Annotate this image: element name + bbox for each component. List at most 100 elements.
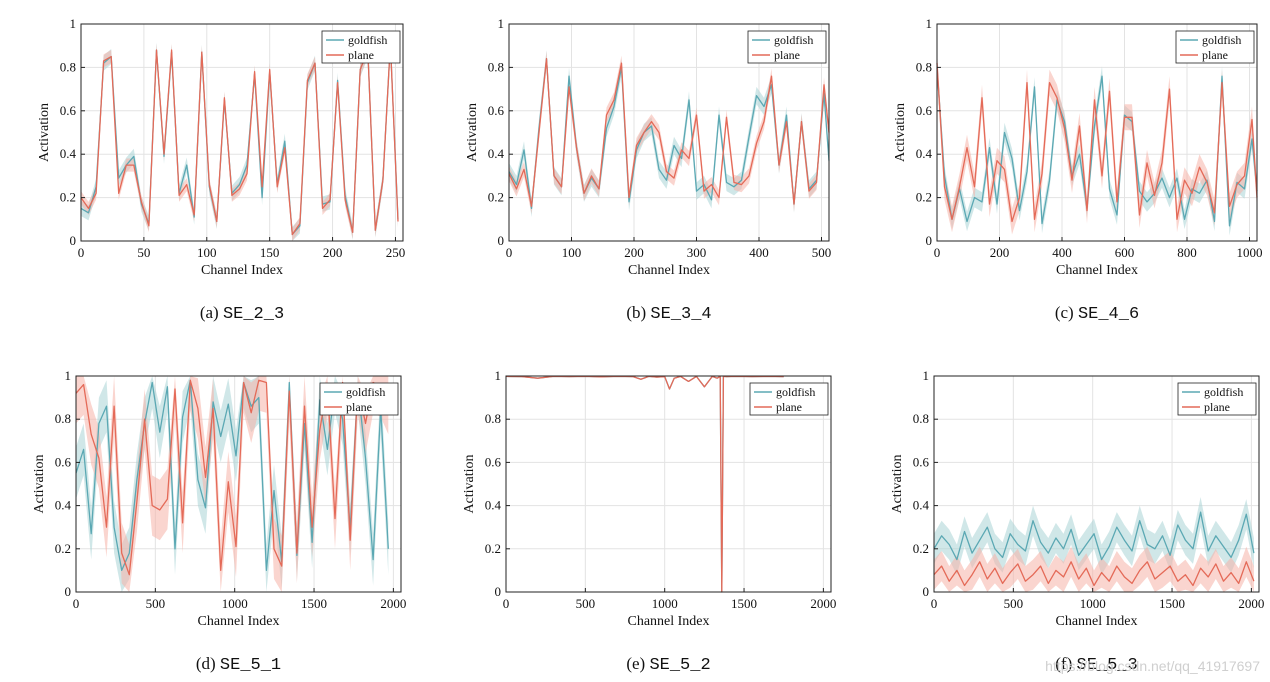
caption-name: SE_2_3: [223, 305, 284, 324]
x-axis-label: Channel Index: [1056, 263, 1138, 278]
axes-frame: [505, 375, 832, 593]
y-axis-label: Activation: [893, 103, 908, 162]
caption-label: (c): [1055, 303, 1078, 322]
x-tick-label: 500: [1004, 596, 1024, 611]
y-tick-label: 0.2: [485, 541, 501, 556]
y-tick-label: 0.4: [55, 498, 72, 513]
y-axis-label: Activation: [37, 103, 52, 162]
figure-caption: (a) SE_2_3: [200, 303, 284, 324]
caption-name: SE_5_3: [1077, 656, 1138, 675]
y-tick-label: 0.4: [60, 146, 77, 161]
y-tick-label: 0.2: [55, 541, 71, 556]
legend-box: [1175, 30, 1255, 64]
y-tick-label: 0: [65, 584, 72, 599]
chart-panel-SE_4_6: 0 200 400 600 800 1000 0 0.2 0.4 0.6 0.8 1 Channel I…: [893, 16, 1263, 324]
legend-label-goldfish: goldfish: [1204, 385, 1243, 399]
legend-label-goldfish: goldfish: [774, 33, 813, 47]
series-line-plane: [80, 42, 399, 236]
caption-label: (e): [626, 654, 649, 673]
x-tick-label: 0: [73, 596, 80, 611]
band-goldfish: [934, 497, 1254, 575]
axes-frame: [75, 375, 402, 593]
y-tick-label: 0.6: [913, 454, 930, 469]
y-tick-label: 0.6: [60, 103, 77, 118]
x-tick-label: 150: [260, 245, 280, 260]
chart-panel-SE_5_2: 0 500 1000 1500 2000 0 0.2 0.4 0.6 0.8 1 Channel In…: [462, 368, 836, 675]
legend-box: [1177, 382, 1257, 416]
y-tick-label: 0.6: [55, 454, 72, 469]
y-tick-label: 0.4: [485, 498, 502, 513]
legend-label-goldfish: goldfish: [1202, 33, 1241, 47]
series-line-plane: [936, 63, 1258, 223]
x-tick-label: 500: [812, 245, 832, 260]
x-tick-label: 300: [687, 245, 707, 260]
x-tick-label: 1500: [731, 596, 757, 611]
y-tick-label: 0: [70, 233, 77, 248]
chart-panel-SE_3_4: 0 100 200 300 400 500 0 0.2 0.4 0.6 0.8 1 Channel In…: [465, 16, 831, 324]
y-tick-label: 0: [923, 584, 930, 599]
y-axis-label: Activation: [890, 454, 905, 513]
x-axis-label: Channel Index: [627, 614, 709, 629]
band-goldfish: [76, 376, 389, 592]
y-tick-label: 0: [926, 233, 933, 248]
legend-label-goldfish: goldfish: [776, 385, 815, 399]
watermark: https://blog.csdn.net/qq_41917697: [1045, 658, 1260, 674]
x-tick-label: 1000: [1080, 596, 1106, 611]
x-axis-label: Channel Index: [1055, 614, 1137, 629]
legend-label-plane: plane: [1204, 400, 1230, 414]
y-tick-label: 0.4: [916, 146, 933, 161]
figure-caption: (d) SE_5_1: [196, 654, 281, 675]
x-tick-label: 1500: [1159, 596, 1185, 611]
series-line-plane: [933, 561, 1255, 587]
series-line-goldfish: [80, 42, 399, 236]
y-tick-label: 0.8: [913, 411, 929, 426]
y-tick-label: 1: [65, 368, 72, 383]
y-tick-label: 0: [495, 584, 502, 599]
x-tick-label: 0: [931, 596, 938, 611]
band-plane: [76, 376, 389, 592]
x-tick-label: 50: [137, 245, 150, 260]
axes-frame: [508, 23, 830, 242]
y-tick-label: 0.6: [485, 454, 502, 469]
y-tick-label: 0.2: [60, 190, 76, 205]
y-tick-label: 0.2: [488, 190, 504, 205]
caption-name: SE_5_2: [649, 656, 710, 675]
x-tick-label: 2000: [810, 596, 836, 611]
x-tick-label: 0: [934, 245, 941, 260]
y-tick-label: 0.2: [916, 190, 932, 205]
y-tick-label: 1: [498, 16, 505, 31]
legend-box: [747, 30, 827, 64]
legend-label-plane: plane: [1202, 48, 1228, 62]
x-tick-label: 500: [576, 596, 596, 611]
figure-caption: (f) SE_5_3: [1055, 654, 1137, 675]
x-tick-label: 600: [1115, 245, 1135, 260]
x-tick-label: 400: [1052, 245, 1072, 260]
x-tick-label: 1000: [652, 596, 678, 611]
x-axis-label: Channel Index: [628, 263, 710, 278]
band-plane: [934, 546, 1254, 592]
legend-box: [319, 382, 399, 416]
x-tick-label: 0: [506, 245, 513, 260]
axes-frame: [936, 23, 1258, 242]
legend-label-plane: plane: [774, 48, 800, 62]
x-tick-label: 2000: [380, 596, 406, 611]
caption-name: SE_5_1: [220, 656, 281, 675]
series-line-goldfish: [936, 67, 1258, 227]
x-tick-label: 250: [386, 245, 406, 260]
series-line-goldfish: [505, 375, 784, 593]
axes-frame: [80, 23, 404, 242]
y-tick-label: 0: [498, 233, 505, 248]
y-tick-label: 0.2: [913, 541, 929, 556]
legend-box: [749, 382, 829, 416]
legend-label-plane: plane: [348, 48, 374, 62]
y-tick-label: 1: [70, 16, 77, 31]
chart-panel-SE_5_1: 0 500 1000 1500 2000 0 0.2 0.4 0.6 0.8 1 Channel In…: [32, 368, 406, 675]
y-tick-label: 0.4: [913, 498, 930, 513]
y-tick-label: 0.6: [488, 103, 505, 118]
caption-label: (b): [626, 303, 650, 322]
x-tick-label: 100: [562, 245, 582, 260]
y-tick-label: 0.6: [916, 103, 933, 118]
